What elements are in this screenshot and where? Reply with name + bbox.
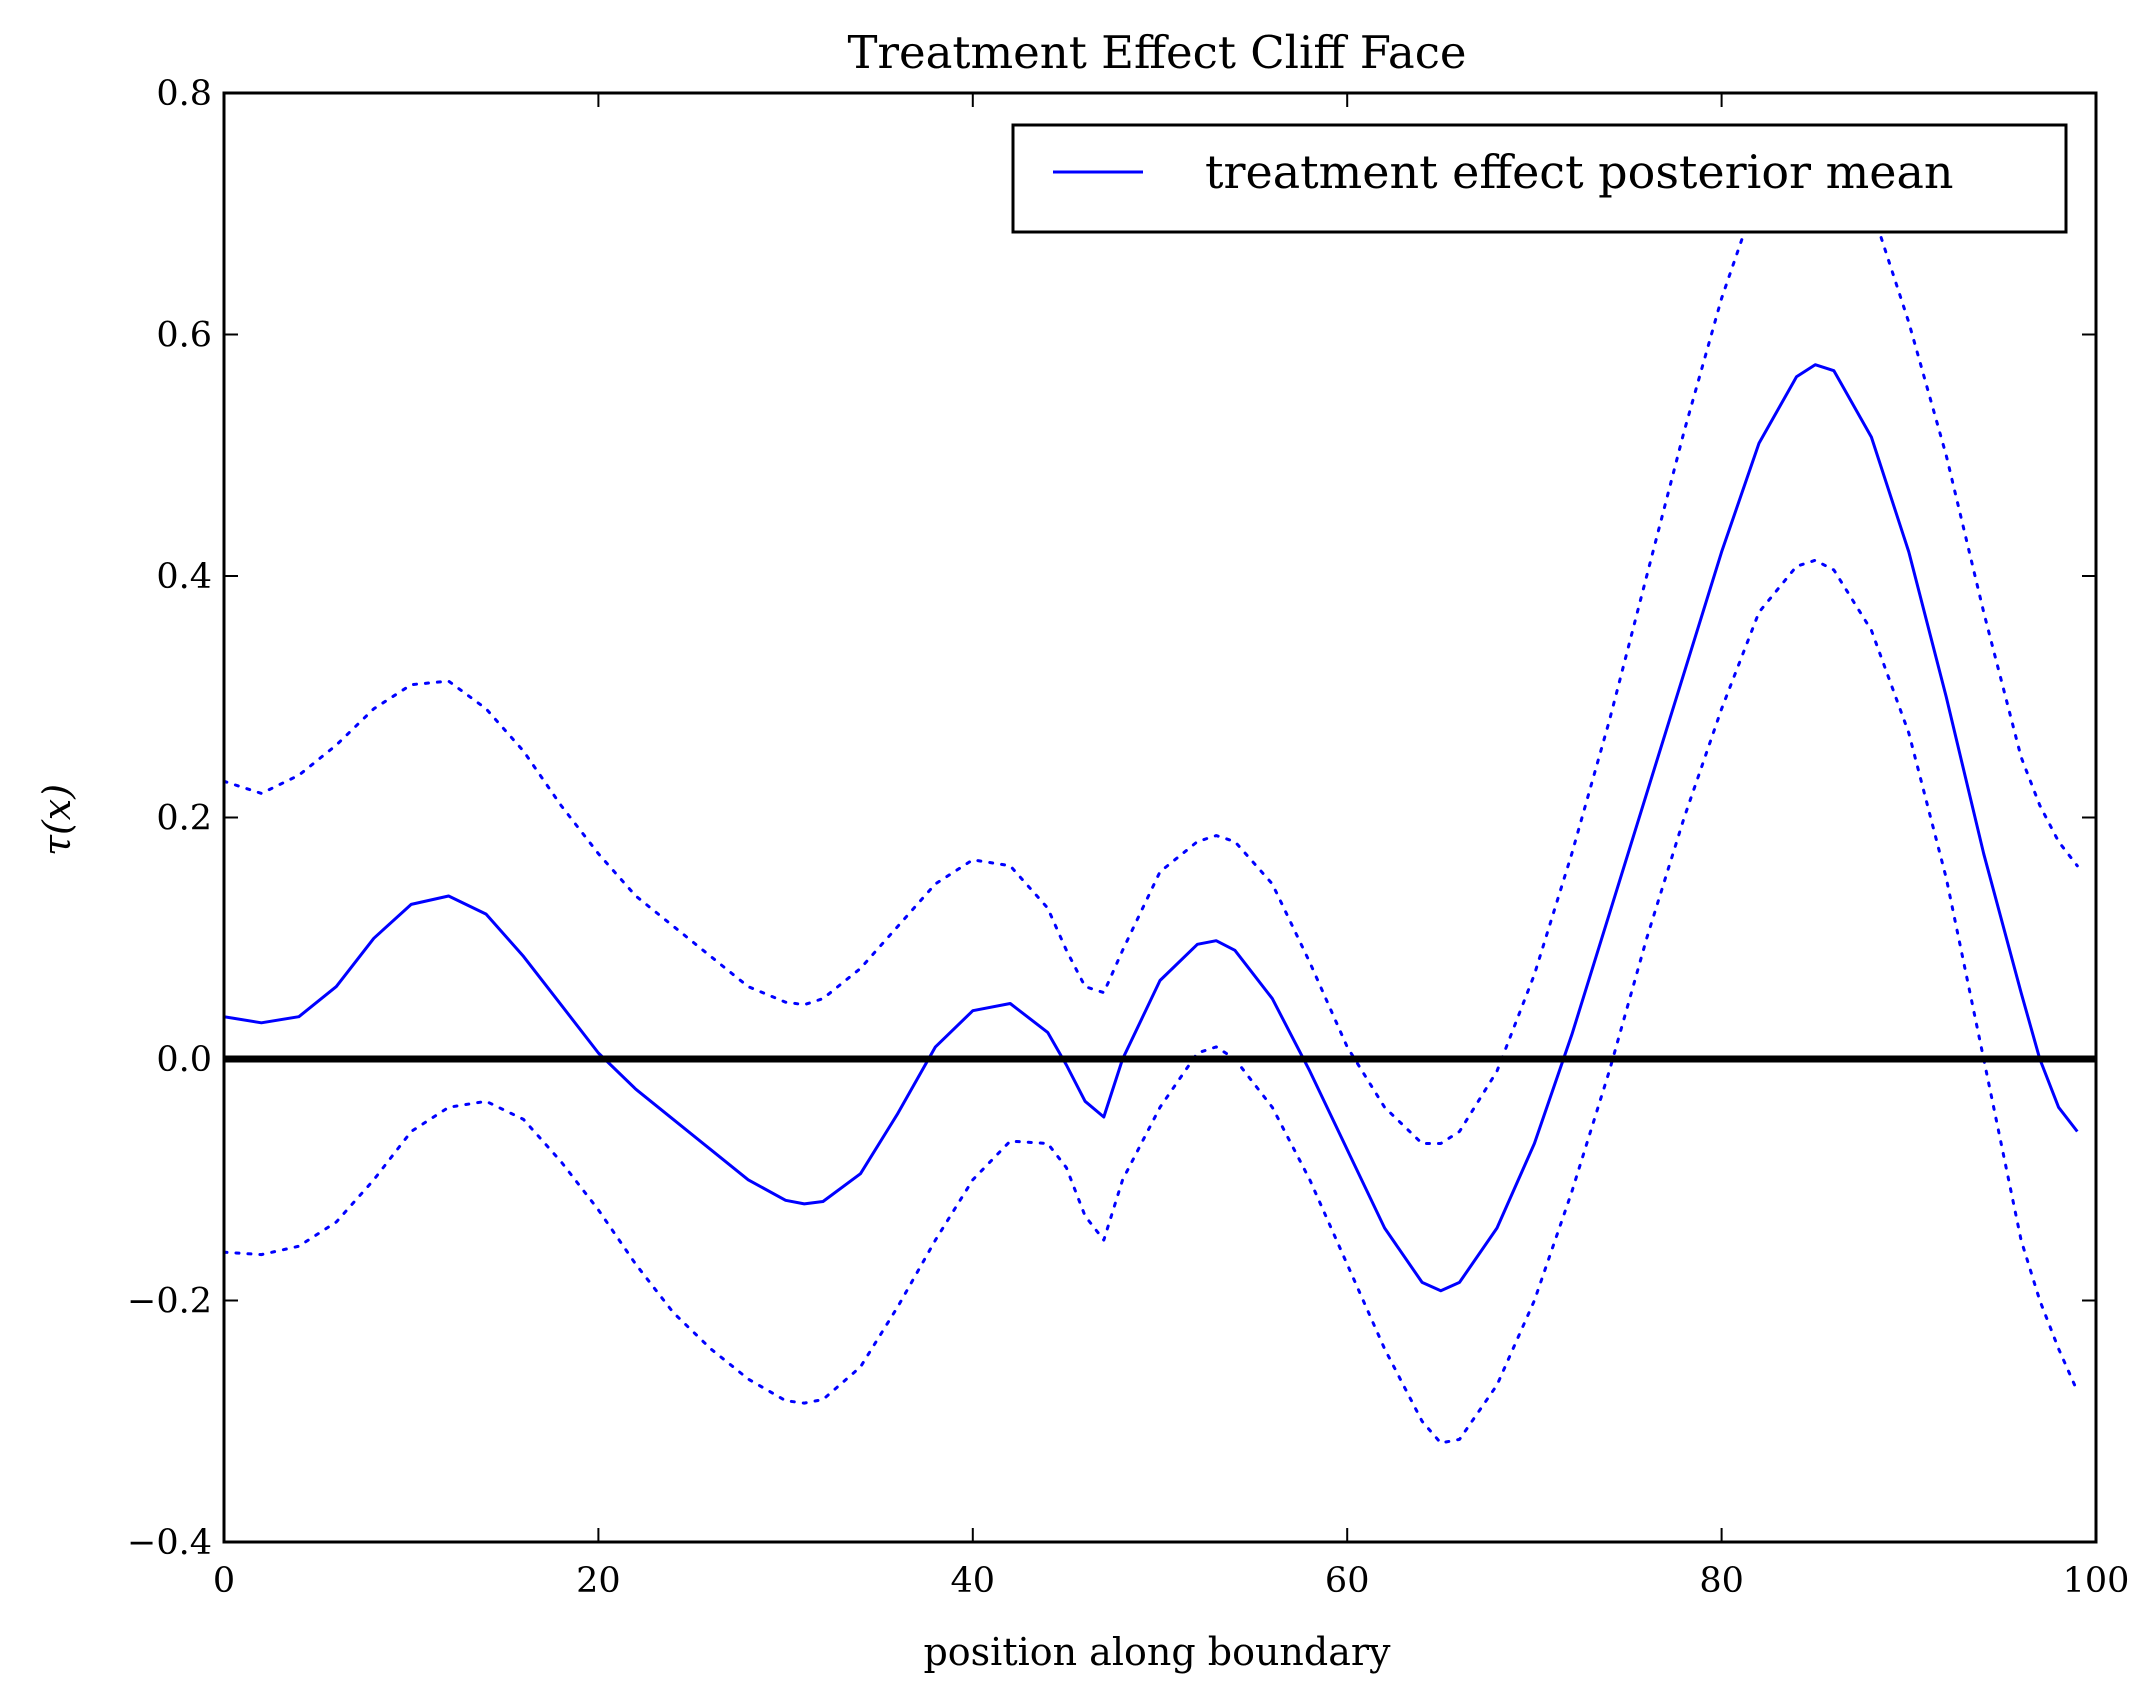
credible-band-line-1	[224, 133, 2079, 1145]
x-axis-label: position along boundary	[923, 1630, 1391, 1674]
y-tick-label: 0.6	[156, 316, 212, 356]
legend-box	[1011, 123, 2068, 234]
posterior-mean-line	[224, 363, 2079, 1293]
y-tick-label: 0.8	[156, 74, 212, 114]
x-tick-label: 80	[1699, 1561, 1744, 1601]
x-tick-label: 0	[213, 1561, 235, 1601]
y-tick-label: −0.2	[127, 1282, 212, 1322]
axes-layer: 0 20 40 60 80 100 −0.4 −0.2 0.0 0.2 0.4 0.6 0.8	[127, 74, 2129, 1601]
legend-entry-label: treatment effect posterior mean	[1205, 145, 1954, 199]
y-tick-label: −0.4	[127, 1523, 212, 1563]
x-tick-label: 40	[951, 1561, 996, 1601]
y-axis-label: τ(x)	[35, 784, 79, 856]
y-tick-label: 0.0	[156, 1040, 212, 1080]
plot-frame	[222, 91, 2098, 1544]
y-tick-label: 0.4	[156, 557, 212, 597]
x-tick-label: 60	[1325, 1561, 1370, 1601]
y-tick-label: 0.2	[156, 799, 212, 839]
legend: treatment effect posterior mean	[1011, 123, 2068, 234]
chart-title: Treatment Effect Cliff Face	[847, 26, 1466, 79]
plot-layer	[224, 133, 2096, 1445]
x-tick-label: 20	[576, 1561, 621, 1601]
x-tick-label: 100	[2063, 1561, 2130, 1601]
